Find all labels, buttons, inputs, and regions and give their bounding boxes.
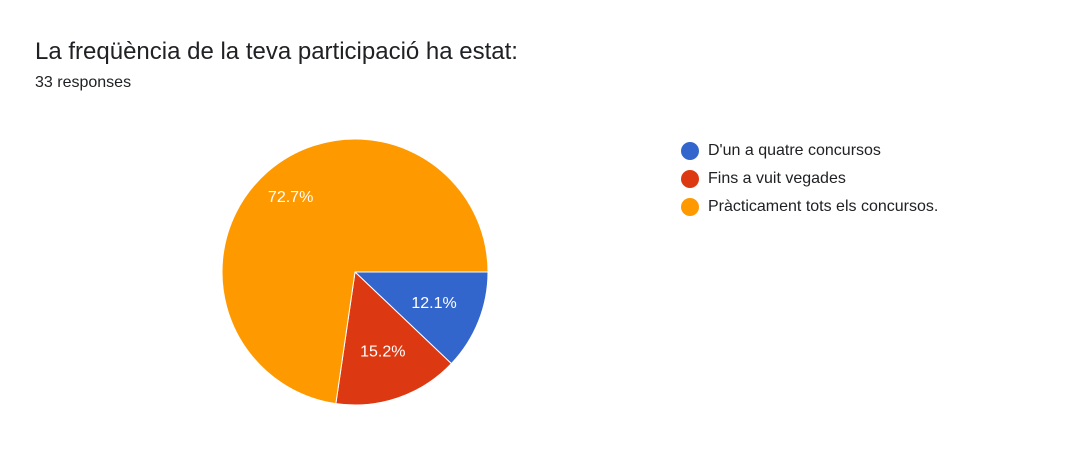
- legend-swatch-3: [681, 198, 699, 216]
- legend-label-1: D'un a quatre concursos: [708, 142, 881, 159]
- pie-slice-3[interactable]: [221, 138, 489, 405]
- legend-item-1[interactable]: D'un a quatre concursos: [681, 137, 938, 165]
- legend-swatch-2: [681, 170, 699, 188]
- slice-label-2: 15.2%: [360, 344, 405, 361]
- pie-slice-1[interactable]: [353, 271, 489, 365]
- legend-item-3[interactable]: Pràcticament tots els concursos.: [681, 193, 938, 221]
- chart-title: La freqüència de la teva participació ha…: [35, 38, 518, 65]
- slice-label-1: 12.1%: [411, 295, 456, 312]
- pie-slice-2[interactable]: [335, 270, 453, 406]
- legend-label-3: Pràcticament tots els concursos.: [708, 198, 939, 215]
- legend-item-2[interactable]: Fins a vuit vegades: [681, 165, 938, 193]
- slice-label-3: 72.7%: [268, 189, 313, 206]
- response-count: 33 responses: [35, 74, 132, 91]
- legend-swatch-1: [681, 142, 699, 160]
- chart-legend: D'un a quatre concursos Fins a vuit vega…: [681, 137, 938, 221]
- legend-label-2: Fins a vuit vegades: [708, 170, 846, 187]
